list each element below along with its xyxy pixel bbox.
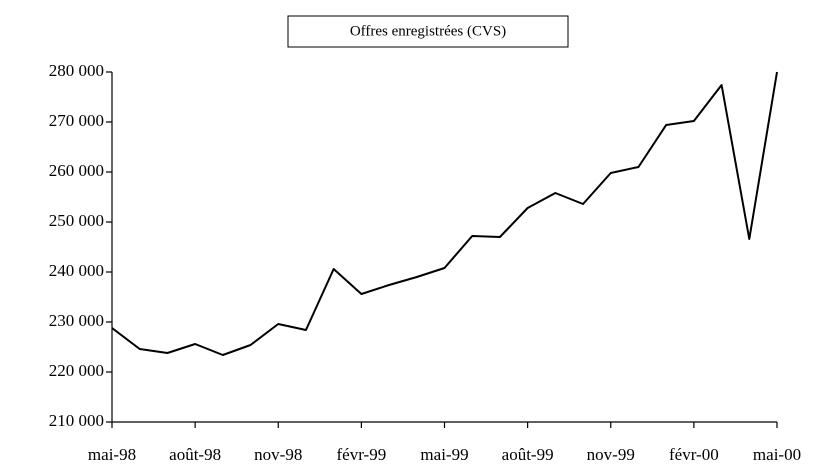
chart-title: Offres enregistrées (CVS) bbox=[350, 23, 506, 39]
x-tick-label: mai-99 bbox=[420, 445, 468, 464]
x-tick-label: août-99 bbox=[502, 445, 554, 464]
x-tick-label: mai-98 bbox=[88, 445, 136, 464]
y-tick-label: 230 000 bbox=[49, 311, 104, 330]
x-tick-label: nov-98 bbox=[254, 445, 302, 464]
y-tick-label: 250 000 bbox=[49, 211, 104, 230]
y-tick-label: 280 000 bbox=[49, 61, 104, 80]
line-series bbox=[111, 71, 778, 356]
y-tick-label: 260 000 bbox=[49, 161, 104, 180]
x-tick-label: févr-00 bbox=[669, 445, 719, 464]
y-tick-label: 210 000 bbox=[49, 411, 104, 430]
y-tick-label: 270 000 bbox=[49, 111, 104, 130]
y-tick-label: 220 000 bbox=[49, 361, 104, 380]
x-tick-label: nov-99 bbox=[587, 445, 635, 464]
title-box bbox=[287, 15, 569, 48]
y-tick-label: 240 000 bbox=[49, 261, 104, 280]
x-tick-label: août-98 bbox=[169, 445, 221, 464]
x-tick-label: févr-99 bbox=[337, 445, 387, 464]
x-tick-label: mai-00 bbox=[753, 445, 801, 464]
